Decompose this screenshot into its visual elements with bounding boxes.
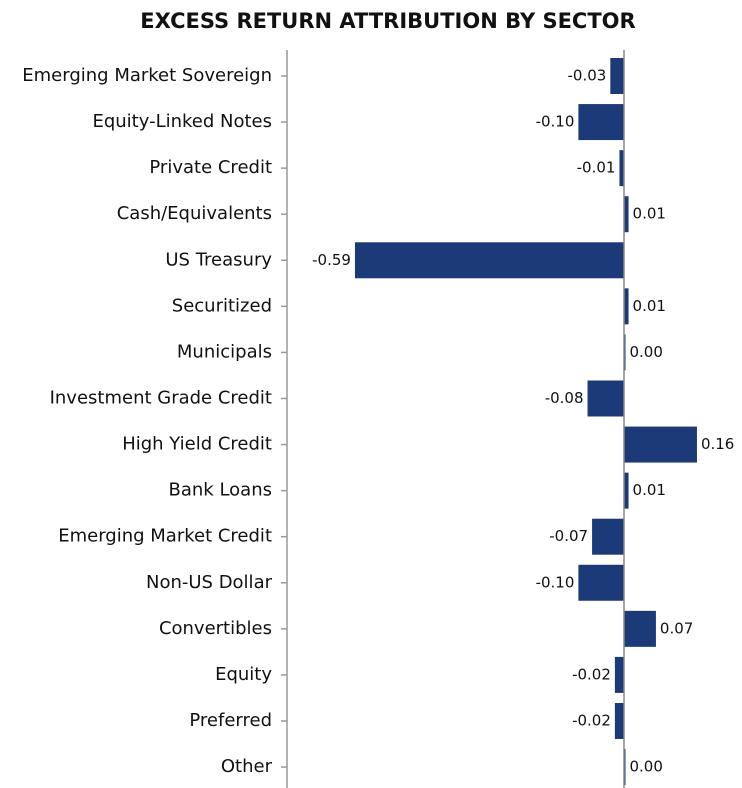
y-tick-label: Investment Grade Credit	[50, 387, 272, 408]
y-tick-label: Cash/Equivalents	[117, 203, 272, 224]
value-label: 0.01	[633, 481, 666, 499]
bar	[587, 380, 624, 417]
bar	[354, 242, 624, 279]
y-tick-label: Non-US Dollar	[146, 572, 273, 593]
y-tick-label: Municipals	[177, 341, 272, 362]
y-tick-label: Private Credit	[149, 157, 272, 178]
bar	[578, 564, 624, 601]
bar	[624, 472, 629, 509]
y-tick-label: High Yield Credit	[122, 434, 272, 455]
value-label: -0.08	[545, 389, 584, 407]
y-tick-label: Other	[221, 756, 273, 777]
y-tick-label: Bank Loans	[169, 480, 272, 501]
y-tick-label: Emerging Market Credit	[58, 526, 272, 547]
y-tick-label: Securitized	[172, 295, 272, 316]
bar	[614, 656, 624, 693]
value-label: -0.59	[312, 251, 351, 269]
value-label: 0.01	[633, 205, 666, 223]
bar	[619, 150, 624, 187]
y-tick-label: Preferred	[189, 710, 272, 731]
value-label: -0.10	[536, 113, 575, 131]
bar	[624, 426, 697, 463]
bar	[624, 610, 656, 647]
bar	[592, 518, 624, 555]
value-label: 0.01	[633, 297, 666, 315]
bar	[578, 104, 624, 141]
y-tick-label: Equity-Linked Notes	[92, 111, 272, 132]
value-label: -0.02	[572, 711, 611, 729]
value-label: -0.02	[572, 665, 611, 683]
chart-title: EXCESS RETURN ATTRIBUTION BY SECTOR	[140, 9, 635, 33]
value-label: -0.03	[568, 67, 607, 85]
value-label: 0.00	[630, 343, 663, 361]
y-tick-label: US Treasury	[165, 249, 272, 270]
bar	[614, 702, 624, 739]
value-label: 0.16	[701, 435, 734, 453]
bar	[624, 288, 629, 325]
value-label: 0.00	[630, 758, 663, 776]
y-tick-label: Equity	[215, 664, 272, 685]
value-label: -0.01	[577, 159, 616, 177]
y-tick-label: Emerging Market Sovereign	[22, 65, 272, 86]
bar	[610, 58, 624, 94]
value-label: 0.07	[660, 619, 693, 637]
bar	[624, 196, 629, 233]
value-label: -0.07	[549, 527, 588, 545]
y-tick-label: Convertibles	[159, 618, 272, 639]
value-label: -0.10	[536, 573, 575, 591]
